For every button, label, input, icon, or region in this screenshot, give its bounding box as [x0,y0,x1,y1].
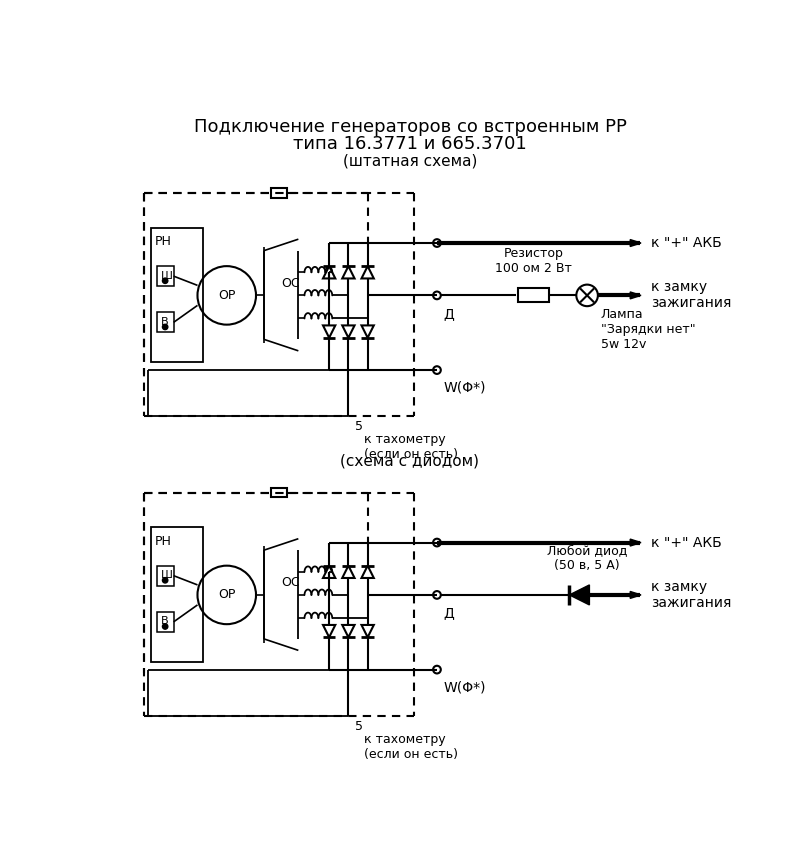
Text: (штатная схема): (штатная схема) [343,154,477,168]
Bar [150,227,203,363]
Polygon shape [630,240,641,247]
Text: к "+" АКБ: к "+" АКБ [651,535,722,550]
Text: Д: Д [443,607,454,620]
Text: (схема с диодом): (схема с диодом) [341,454,479,468]
Text: РН: РН [155,236,172,248]
Text: W(Φ*): W(Φ*) [443,381,486,395]
Text: Лампа
"Зарядки нет"
5w 12v: Лампа "Зарядки нет" 5w 12v [601,308,695,351]
Bar [271,488,286,497]
Circle shape [162,278,168,283]
Text: Ш: Ш [161,271,172,281]
Text: 5: 5 [354,720,362,733]
Text: В: В [161,317,168,327]
Bar [518,288,549,302]
Polygon shape [570,585,590,605]
Text: к тахометру
(если он есть): к тахометру (если он есть) [364,733,458,761]
Bar [157,312,174,333]
Text: Резистор
100 ом 2 Вт: Резистор 100 ом 2 Вт [494,248,572,276]
Circle shape [162,578,168,583]
Text: ОР: ОР [218,588,235,602]
Polygon shape [630,539,641,546]
Circle shape [162,324,168,329]
Text: к "+" АКБ: к "+" АКБ [651,236,722,250]
Text: Подключение генераторов со встроенным РР: Подключение генераторов со встроенным РР [194,117,626,135]
Bar [157,566,174,585]
Text: Любой диод
(50 в, 5 А): Любой диод (50 в, 5 А) [547,544,627,572]
Bar [157,266,174,286]
Polygon shape [630,292,641,299]
Text: ОС: ОС [282,576,300,589]
Text: ОС: ОС [282,277,300,289]
Polygon shape [630,591,641,598]
Text: типа 16.3771 и 665.3701: типа 16.3771 и 665.3701 [293,135,527,153]
Text: 5: 5 [354,420,362,433]
Bar [150,527,203,662]
Text: Д: Д [443,307,454,321]
Text: ОР: ОР [218,288,235,302]
Text: РН: РН [155,535,172,548]
Circle shape [162,624,168,629]
Bar [271,188,286,197]
Text: к тахометру
(если он есть): к тахометру (если он есть) [364,433,458,461]
Text: В: В [161,616,168,626]
Text: Ш: Ш [161,570,172,580]
Text: к замку
зажигания: к замку зажигания [651,280,731,311]
Text: к замку
зажигания: к замку зажигания [651,580,731,610]
Text: W(Φ*): W(Φ*) [443,681,486,694]
Bar [157,612,174,632]
